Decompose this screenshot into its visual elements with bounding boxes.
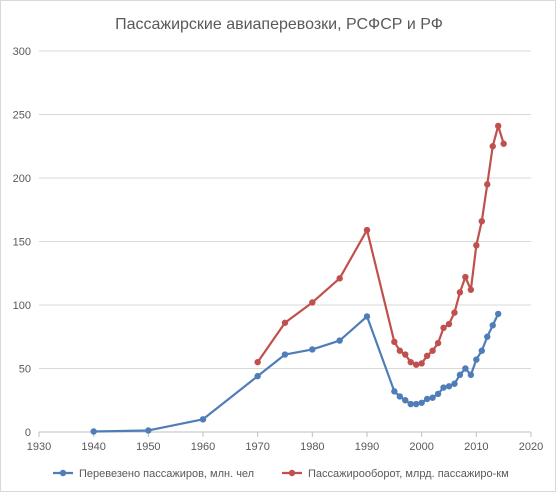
data-point [451, 380, 458, 387]
data-point [434, 339, 442, 347]
x-tick-label: 2020 [519, 441, 543, 453]
y-tick-label: 100 [13, 300, 31, 312]
data-point [281, 319, 289, 326]
data-point [473, 356, 480, 363]
data-point [90, 428, 97, 435]
legend-item-1: Пассажирооборот, млрд. пассажиро-км [282, 468, 509, 480]
data-point [462, 365, 469, 372]
data-point [254, 358, 261, 366]
x-tick-label: 1940 [81, 441, 105, 453]
data-point [495, 310, 502, 318]
legend-label: Пассажирооборот, млрд. пассажиро-км [308, 468, 509, 480]
y-tick-label: 50 [19, 364, 31, 376]
data-point [478, 217, 485, 225]
y-tick-label: 200 [13, 173, 31, 185]
data-point [309, 299, 316, 306]
y-tick-label: 0 [25, 427, 31, 439]
data-point [423, 352, 431, 359]
data-point [402, 397, 409, 404]
y-tick-label: 150 [13, 237, 31, 249]
legend: Перевезено пассажиров, млн. чел Пассажиро… [53, 468, 509, 480]
y-tick-label: 300 [13, 46, 31, 58]
series-0 [90, 310, 502, 435]
data-point [418, 399, 425, 406]
data-point [336, 275, 343, 282]
data-point [407, 358, 414, 366]
series-lines [90, 122, 507, 435]
legend-swatch-marker [59, 469, 67, 477]
data-point [413, 400, 420, 408]
y-tick-label: 250 [13, 110, 31, 122]
x-tick-label: 1980 [300, 441, 324, 453]
legend-swatch-marker [288, 469, 296, 477]
data-point [462, 273, 469, 281]
data-point [467, 371, 475, 379]
series-1 [254, 122, 507, 368]
data-point [402, 351, 409, 358]
data-point [456, 371, 464, 379]
data-point [484, 181, 491, 188]
data-point [391, 338, 398, 346]
series-line [93, 313, 500, 433]
data-point [467, 286, 475, 293]
legend-item-0: Перевезено пассажиров, млн. чел [53, 468, 254, 480]
series-line [256, 124, 505, 366]
data-point [440, 324, 447, 332]
data-point [199, 416, 207, 423]
data-point [396, 347, 403, 354]
data-point [500, 140, 507, 147]
x-tick-label: 2010 [464, 441, 488, 453]
data-point [363, 226, 371, 234]
data-point [484, 333, 491, 340]
data-point [309, 346, 316, 353]
x-tick-label: 1960 [191, 441, 215, 453]
data-point [440, 384, 447, 391]
x-tick-label: 1950 [136, 441, 160, 453]
data-point [473, 242, 480, 249]
data-point [423, 395, 431, 403]
gridlines [39, 50, 531, 369]
data-point [495, 122, 502, 130]
data-point [281, 351, 289, 358]
legend-label: Перевезено пассажиров, млн. чел [79, 468, 254, 480]
x-tick-label: 2000 [409, 441, 433, 453]
data-point [489, 143, 496, 150]
data-point [478, 347, 485, 354]
x-tick-label: 1990 [355, 441, 379, 453]
data-point [434, 390, 442, 398]
axes: 0 50 100 150 200 250 300 1930 1940 1950 1960 1970 19… [13, 46, 544, 453]
data-point [418, 360, 425, 367]
data-point [407, 400, 414, 408]
data-point [363, 313, 371, 320]
data-point [429, 347, 436, 354]
data-point [413, 361, 420, 368]
data-point [451, 309, 458, 316]
data-point [145, 427, 152, 434]
data-point [489, 322, 496, 329]
x-tick-label: 1930 [27, 441, 51, 453]
data-point [336, 337, 343, 344]
data-point [254, 372, 261, 380]
chart-title: Пассажирские авиаперевозки, РСФСР и РФ [115, 16, 443, 33]
data-point [456, 289, 464, 296]
data-point [391, 388, 398, 395]
data-point [445, 383, 453, 390]
data-point [445, 320, 453, 328]
data-point [429, 394, 436, 401]
data-point [396, 393, 403, 400]
x-tick-label: 1970 [245, 441, 269, 453]
